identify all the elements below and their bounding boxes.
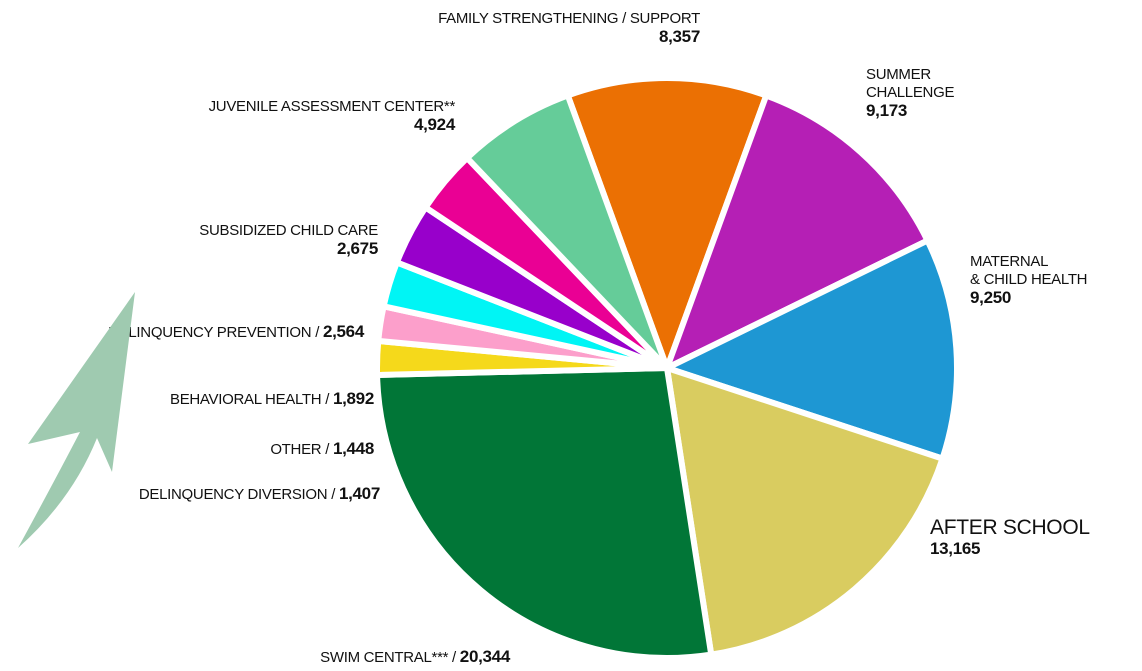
category-name: OTHER — [270, 441, 322, 458]
value-label: 9,173 — [866, 101, 908, 120]
value-label: 2,675 — [336, 239, 378, 258]
pie-slice — [564, 75, 770, 371]
category-name: BEHAVIORAL HEALTH — [169, 391, 322, 408]
pie-slice — [664, 365, 946, 658]
category-name: DELINQUENCY PREVENTION — [108, 324, 312, 341]
separator: / — [325, 441, 330, 458]
slice-label: SUMMER CHALLENGE 9,173 — [866, 66, 954, 121]
category-name: FAMILY STRENGTHENING / SUPPORT — [438, 10, 700, 27]
separator: / — [325, 391, 330, 408]
value-label: 4,924 — [413, 115, 455, 134]
separator: / — [452, 649, 456, 666]
category-name: SWIM CENTRAL*** — [320, 649, 449, 666]
slice-label: JUVENILE ASSESSMENT CENTER** 4,924 — [208, 98, 456, 135]
slice-label: DELINQUENCY PREVENTION / 2,564 — [108, 323, 364, 342]
value-label: 9,250 — [970, 288, 1012, 307]
value-label: 20,344 — [459, 647, 511, 666]
separator: / — [315, 324, 320, 341]
slice-label: DELINQUENCY DIVERSION / 1,407 — [139, 485, 380, 504]
value-label: 1,892 — [332, 389, 374, 408]
value-label: 1,448 — [332, 439, 374, 458]
pie-slice — [664, 92, 931, 371]
slice-label: BEHAVIORAL HEALTH / 1,892 — [170, 390, 374, 409]
slice-label: SWIM CENTRAL*** / 20,344 — [320, 648, 510, 667]
category-name: MATERNAL & CHILD HEALTH — [970, 253, 1088, 288]
value-label: 1,407 — [338, 484, 380, 503]
category-name: DELINQUENCY DIVERSION — [138, 486, 328, 503]
pie-slice — [664, 237, 960, 462]
value-label: 13,165 — [930, 539, 981, 558]
pie-slice — [374, 365, 715, 661]
value-label: 2,564 — [322, 322, 364, 341]
pie-slice — [464, 92, 670, 371]
slice-label: FAMILY STRENGTHENING / SUPPORT 8,357 — [438, 10, 700, 47]
value-label: 8,357 — [658, 27, 700, 46]
category-name: SUMMER CHALLENGE — [866, 66, 955, 101]
slice-label: AFTER SCHOOL 13,165 — [930, 516, 1090, 559]
slice-label: OTHER / 1,448 — [270, 440, 374, 459]
slice-label: SUBSIDIZED CHILD CARE 2,675 — [199, 222, 378, 259]
category-name: JUVENILE ASSESSMENT CENTER** — [208, 98, 456, 115]
category-name: SUBSIDIZED CHILD CARE — [199, 222, 378, 239]
slice-label: MATERNAL & CHILD HEALTH 9,250 — [970, 253, 1088, 308]
category-name: AFTER SCHOOL — [930, 516, 1090, 539]
separator: / — [331, 486, 336, 503]
